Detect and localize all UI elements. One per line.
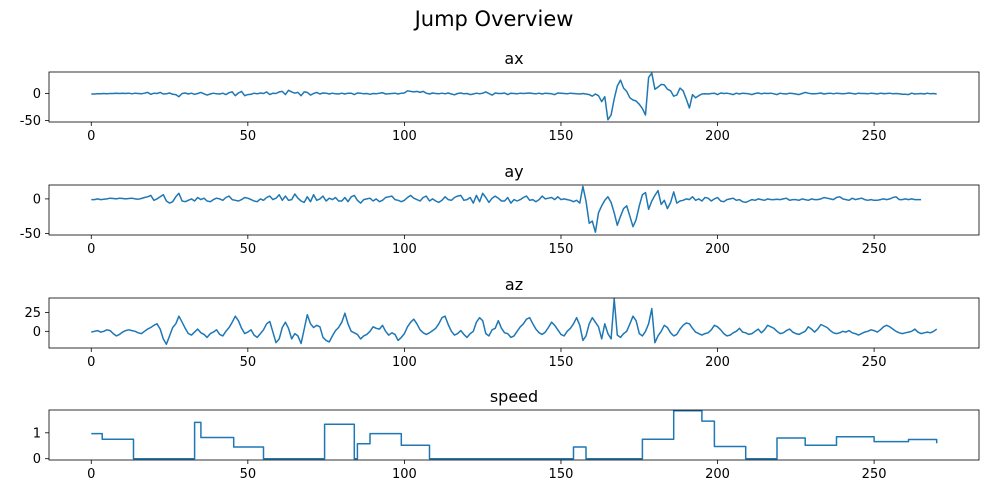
y-tick-label-ax--50: -50 (20, 114, 41, 129)
x-tick-label-ay-250: 250 (862, 242, 887, 257)
y-tick-label-speed-0: 0 (33, 452, 41, 467)
x-tick-label-ax-50: 50 (240, 129, 257, 144)
x-tick-label-ay-150: 150 (549, 242, 574, 257)
x-tick-label-ax-150: 150 (549, 129, 574, 144)
panel-title-speed: speed (490, 387, 538, 406)
x-tick-label-ax-100: 100 (392, 129, 417, 144)
y-tick-label-az-25: 25 (24, 306, 41, 321)
x-tick-label-ay-50: 50 (240, 242, 257, 257)
series-line-speed (91, 410, 938, 460)
x-tick-label-ay-0: 0 (87, 242, 95, 257)
x-tick-label-speed-50: 50 (240, 467, 257, 482)
y-tick-label-ay--50: -50 (20, 227, 41, 242)
x-tick-label-speed-200: 200 (705, 467, 730, 482)
x-tick-label-az-50: 50 (240, 355, 257, 370)
x-tick-label-ax-250: 250 (862, 129, 887, 144)
y-tick-label-ay-0: 0 (33, 192, 41, 207)
panel-ay: ay 0 50 100 150 200 250 0 -50 (20, 162, 980, 257)
panel-title-az: az (505, 275, 523, 294)
y-tick-label-speed-1: 1 (33, 426, 41, 441)
series-line-az (91, 298, 938, 345)
x-tick-label-ay-200: 200 (705, 242, 730, 257)
x-tick-label-az-250: 250 (862, 355, 887, 370)
x-tick-label-speed-250: 250 (862, 467, 887, 482)
panel-speed: speed 0 50 100 150 200 250 1 0 (33, 387, 980, 482)
panel-title-ay: ay (504, 162, 523, 181)
series-line-ay (91, 185, 922, 233)
x-tick-label-az-100: 100 (392, 355, 417, 370)
x-tick-label-ax-0: 0 (87, 129, 95, 144)
axes-frame-ax (48, 71, 980, 123)
x-tick-label-speed-150: 150 (549, 467, 574, 482)
axes-frame-az (48, 297, 980, 349)
series-line-ax (91, 72, 937, 121)
axes-frame-ay (48, 184, 980, 236)
axes-frame-speed (48, 409, 980, 461)
y-tick-label-az-0: 0 (33, 325, 41, 340)
panel-title-ax: ax (504, 49, 523, 68)
x-tick-label-az-200: 200 (705, 355, 730, 370)
x-tick-label-az-150: 150 (549, 355, 574, 370)
y-tick-label-ax-0: 0 (33, 87, 41, 102)
x-tick-label-speed-100: 100 (392, 467, 417, 482)
panel-ax: ax 0 50 100 150 200 250 0 -50 (20, 49, 980, 144)
x-tick-label-az-0: 0 (87, 355, 95, 370)
x-tick-label-ax-200: 200 (705, 129, 730, 144)
x-tick-label-ay-100: 100 (392, 242, 417, 257)
chart-title: Jump Overview (413, 7, 574, 31)
x-tick-label-speed-0: 0 (87, 467, 95, 482)
